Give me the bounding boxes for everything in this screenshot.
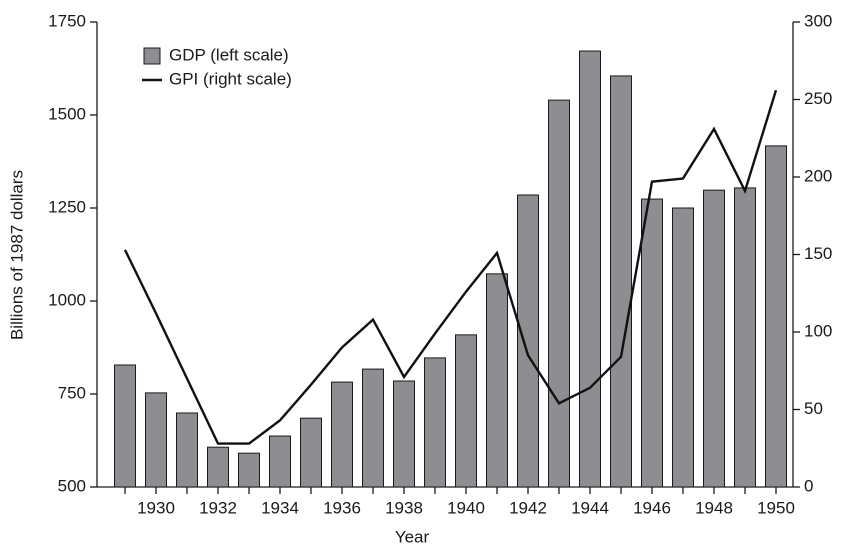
y2-tick-label: 200	[804, 166, 832, 185]
y-tick-label: 1250	[48, 197, 86, 216]
bar	[238, 452, 260, 488]
bar	[486, 273, 508, 488]
x-tick-label: 1944	[571, 498, 609, 517]
y-axis-label: Billions of 1987 dollars	[7, 170, 26, 340]
bar	[517, 194, 539, 488]
y2-tick-label: 150	[804, 244, 832, 263]
x-tick-label: 1934	[261, 498, 299, 517]
y-tick-label: 1750	[48, 11, 86, 30]
legend-label: GPI (right scale)	[169, 69, 292, 88]
y2-tick-label: 300	[804, 11, 832, 30]
x-tick-label: 1936	[323, 498, 361, 517]
y-tick-label: 1000	[48, 290, 86, 309]
legend-swatch	[143, 47, 161, 65]
bar	[765, 145, 787, 488]
bar	[176, 412, 198, 488]
bar	[114, 364, 136, 488]
x-tick-label: 1940	[447, 498, 485, 517]
bar	[703, 189, 725, 488]
x-axis-label: Year	[395, 527, 430, 546]
bar	[548, 99, 570, 488]
x-tick-label: 1938	[385, 498, 423, 517]
x-tick-label: 1948	[695, 498, 733, 517]
bar	[393, 380, 415, 488]
x-tick-label: 1946	[633, 498, 671, 517]
bar	[641, 198, 663, 488]
y2-tick-label: 0	[804, 476, 813, 495]
y2-tick-label: 100	[804, 321, 832, 340]
x-tick-label: 1950	[757, 498, 795, 517]
bar	[610, 75, 632, 488]
bar	[207, 446, 229, 488]
x-tick-label: 1930	[137, 498, 175, 517]
y2-tick-label: 50	[804, 399, 823, 418]
y-tick-label: 1500	[48, 104, 86, 123]
bar	[331, 381, 353, 488]
bar	[145, 392, 167, 488]
y2-tick-label: 250	[804, 89, 832, 108]
bar	[424, 357, 446, 488]
bar	[579, 50, 601, 488]
bar	[362, 368, 384, 488]
bar	[455, 334, 477, 488]
legend-label: GDP (left scale)	[169, 45, 289, 64]
y-tick-label: 500	[58, 476, 86, 495]
bar	[734, 187, 756, 488]
bar	[672, 207, 694, 488]
bar	[269, 435, 291, 488]
bar	[300, 417, 322, 488]
x-tick-label: 1932	[199, 498, 237, 517]
line	[123, 89, 778, 445]
x-tick-label: 1942	[509, 498, 547, 517]
y-tick-label: 750	[58, 383, 86, 402]
